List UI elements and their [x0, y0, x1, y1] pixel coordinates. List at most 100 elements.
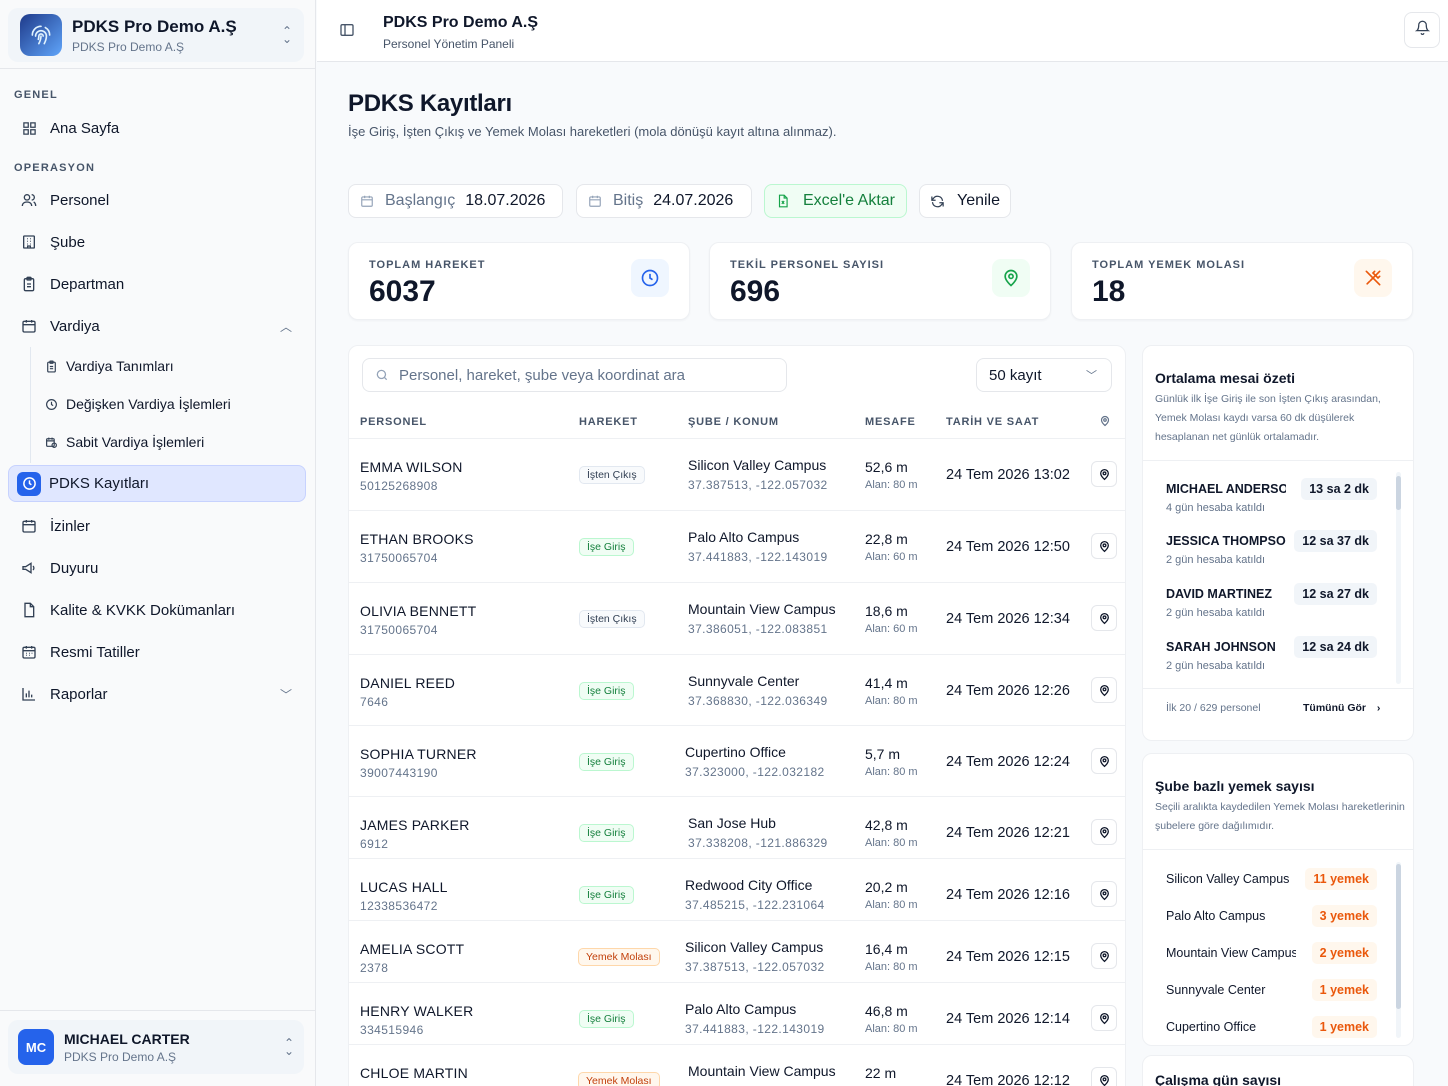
sidebar-item-vardiya[interactable]: Vardiya ︿ — [8, 307, 306, 345]
sidebar-item-izinler[interactable]: İzinler — [8, 507, 306, 545]
sidebar-item-sabit-vardiya[interactable]: Sabit Vardiya İşlemleri — [36, 423, 306, 461]
sidebar-item-kalite-kvkk[interactable]: Kalite & KVKK Dokümanları — [8, 591, 306, 629]
scrollbar-thumb[interactable] — [1396, 864, 1401, 1009]
search-input[interactable]: Personel, hareket, şube veya koordinat a… — [362, 358, 787, 392]
chevron-down-icon: ﹀ — [279, 687, 292, 702]
sidebar-item-personel[interactable]: Personel — [8, 181, 306, 219]
calendar-icon — [20, 317, 38, 335]
sidebar-item-label: Değişken Vardiya İşlemleri — [66, 396, 231, 412]
table-row[interactable]: LUCAS HALL 12338536472 İşe Giriş Redwood Ci… — [349, 859, 1125, 929]
branch-name: Silicon Valley Campus — [685, 939, 824, 955]
end-date-picker[interactable]: Bitiş 24.07.2026 — [576, 184, 752, 218]
building-icon — [20, 233, 38, 251]
file-excel-icon — [775, 193, 791, 209]
map-pin-button[interactable] — [1091, 881, 1117, 907]
employee-days: 4 gün hesaba katıldı — [1166, 502, 1266, 514]
map-pin-button[interactable] — [1091, 819, 1117, 845]
map-pin-button[interactable] — [1091, 1005, 1117, 1031]
employee-days: 2 gün hesaba katıldı — [1166, 607, 1266, 619]
table-row[interactable]: EMMA WILSON 50125268908 İşten Çıkış Silicon… — [349, 439, 1125, 509]
movement-badge: Yemek Molası — [578, 1072, 660, 1086]
sidebar-item-raporlar[interactable]: Raporlar ﹀ — [8, 675, 306, 713]
map-pin-button[interactable] — [1091, 533, 1117, 559]
table-row[interactable]: ETHAN BROOKS 31750065704 İşe Giriş Palo Alt… — [349, 511, 1125, 581]
page-description: İşe Giriş, İşten Çıkış ve Yemek Molası h… — [348, 124, 837, 139]
user-menu[interactable]: MC MICHAEL CARTER PDKS Pro Demo A.Ş ⌃ ⌄ — [8, 1020, 304, 1074]
map-pin-icon — [1099, 755, 1109, 767]
table-row[interactable]: DANIEL REED 7646 İşe Giriş Sunnyvale Center… — [349, 655, 1125, 725]
sidebar-item-label: Personel — [50, 191, 110, 209]
excel-export-button[interactable]: Excel'e Aktar — [764, 184, 907, 218]
search-icon — [375, 368, 389, 382]
clipboard-icon — [44, 357, 58, 375]
branch-coordinates: 37.323000, -122.032182 — [685, 765, 825, 779]
clock-icon — [17, 471, 41, 496]
sidebar-item-duyuru[interactable]: Duyuru — [8, 549, 306, 587]
date-time: 24 Tem 2026 12:12 — [946, 1073, 1070, 1086]
divider — [349, 654, 1125, 655]
table-row[interactable]: JAMES PARKER 6912 İşe Giriş San Jose Hub 37.… — [349, 797, 1125, 867]
branch-name: Palo Alto Campus — [688, 529, 800, 545]
branch-name: Palo Alto Campus — [1166, 909, 1266, 923]
map-pin-button[interactable] — [1091, 605, 1117, 631]
start-date-value: 18.07.2026 — [465, 192, 546, 209]
sidebar-item-vardiya-tanimlari[interactable]: Vardiya Tanımları — [36, 347, 306, 385]
scrollbar-thumb[interactable] — [1396, 476, 1401, 510]
utensils-icon — [1354, 259, 1392, 297]
branch-name: Silicon Valley Campus — [688, 457, 827, 473]
notifications-button[interactable] — [1404, 12, 1440, 48]
panel-title: Şube bazlı yemek sayısı — [1155, 778, 1315, 794]
sidebar-item-ana-sayfa[interactable]: Ana Sayfa — [8, 109, 306, 147]
divider — [0, 68, 316, 69]
sidebar-item-resmi-tatiller[interactable]: Resmi Tatiller — [8, 633, 306, 671]
table-row[interactable]: CHLOE MARTIN Yemek Molası Mountain View Ca… — [349, 1045, 1125, 1086]
page-size-select[interactable]: 50 kayıt ﹀ — [976, 358, 1112, 392]
pdks-table-card: Personel, hareket, şube veya koordinat a… — [348, 345, 1126, 1086]
avg-work-panel: Ortalama mesai özeti Günlük ilk İşe Giri… — [1142, 345, 1414, 741]
sidebar-item-degisken-vardiya[interactable]: Değişken Vardiya İşlemleri — [36, 385, 306, 423]
table-row[interactable]: OLIVIA BENNETT 31750065704 İşten Çıkış Moun… — [349, 583, 1125, 653]
branch-name: Silicon Valley Campus — [1166, 872, 1290, 886]
map-pin-button[interactable] — [1091, 1067, 1117, 1086]
col-mesafe: MESAFE — [865, 416, 916, 428]
stat-value: 18 — [1092, 275, 1126, 308]
map-pin-button[interactable] — [1091, 461, 1117, 487]
distance: 52,6 m — [865, 459, 908, 475]
map-pin-button[interactable] — [1091, 943, 1117, 969]
divider — [349, 582, 1125, 583]
area-radius: Alan: 80 m — [865, 479, 918, 491]
sidebar-item-sube[interactable]: Şube — [8, 223, 306, 261]
sidebar-item-pdks-kayitlari[interactable]: PDKS Kayıtları — [8, 465, 306, 502]
table-row[interactable]: AMELIA SCOTT 2378 Yemek Molası Silicon Vall… — [349, 921, 1125, 991]
branch-coordinates: 37.386051, -122.083851 — [688, 622, 828, 636]
refresh-button[interactable]: Yenile — [919, 184, 1011, 218]
view-all-link[interactable]: Tümünü Gör › — [1303, 702, 1380, 714]
sidebar-toggle-icon[interactable] — [339, 22, 357, 40]
employee-name: SARAH JOHNSON — [1166, 640, 1276, 654]
personnel-id: 39007443190 — [360, 766, 438, 780]
start-date-picker[interactable]: Başlangıç 18.07.2026 — [348, 184, 563, 218]
distance: 46,8 m — [865, 1003, 908, 1019]
scrollbar-track — [1396, 472, 1401, 684]
map-pin-icon — [1099, 415, 1111, 430]
end-date-value: 24.07.2026 — [653, 192, 734, 209]
stat-card-toplam-hareket: TOPLAM HAREKET 6037 — [348, 242, 690, 320]
file-icon — [20, 601, 38, 619]
table-row[interactable]: SOPHIA TURNER 39007443190 İşe Giriş Cuperti… — [349, 726, 1125, 796]
map-pin-button[interactable] — [1091, 748, 1117, 774]
calendar-icon — [359, 193, 375, 209]
table-header: PERSONEL HAREKET ŞUBE / KONUM MESAFE TAR… — [349, 414, 1125, 440]
personnel-id: 7646 — [360, 695, 389, 709]
personnel-name: CHLOE MARTIN — [360, 1065, 468, 1081]
movement-badge: İşe Giriş — [579, 753, 634, 771]
divider — [349, 858, 1125, 859]
map-pin-button[interactable] — [1091, 677, 1117, 703]
sidebar-item-label: Kalite & KVKK Dokümanları — [50, 601, 236, 619]
org-switcher[interactable]: PDKS Pro Demo A.Ş PDKS Pro Demo A.Ş ⌃ ⌄ — [8, 8, 304, 62]
meal-count-badge: 3 yemek — [1311, 905, 1377, 927]
table-row[interactable]: HENRY WALKER 334515946 İşe Giriş Palo Alto … — [349, 983, 1125, 1053]
sidebar-item-departman[interactable]: Departman — [8, 265, 306, 303]
branch-coordinates: 37.387513, -122.057032 — [688, 478, 828, 492]
branch-coordinates: 37.387513, -122.057032 — [685, 960, 825, 974]
chevron-up-down-icon: ⌃ ⌄ — [283, 1036, 294, 1058]
